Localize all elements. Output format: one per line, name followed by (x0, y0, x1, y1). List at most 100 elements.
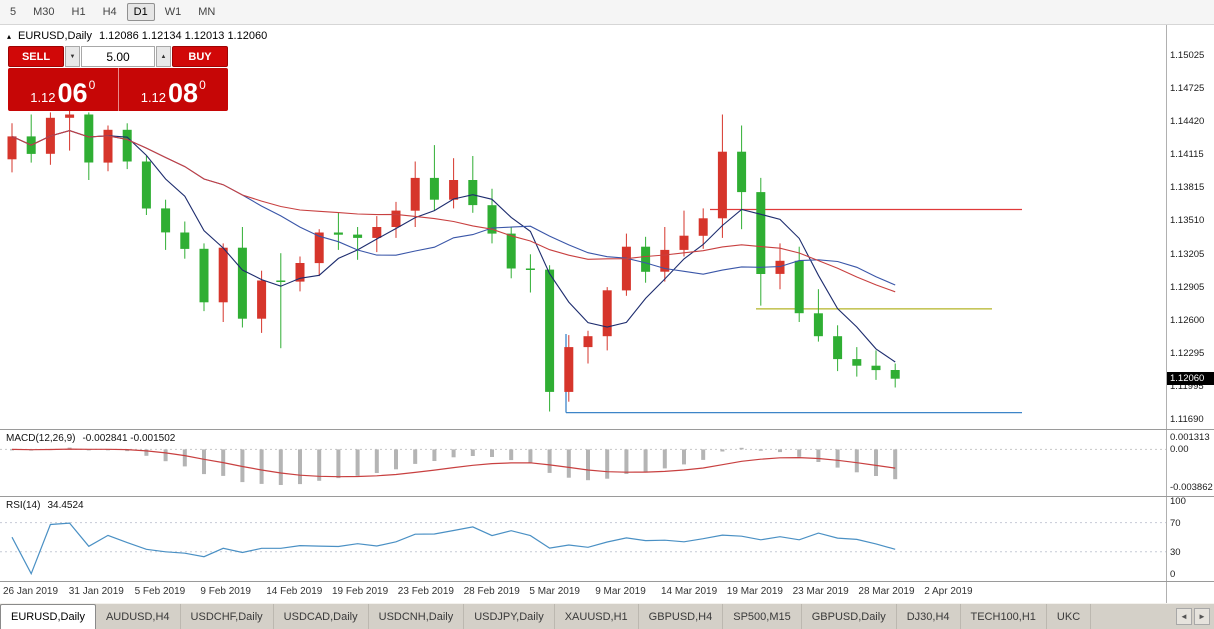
candle-body (295, 263, 305, 282)
tabs-scroll-right-button[interactable]: ► (1194, 608, 1210, 625)
timeframe-button-h4[interactable]: H4 (102, 6, 117, 18)
macd-histogram-bar (682, 449, 686, 465)
candle-body (698, 218, 708, 236)
chart-tabs-bar: EURUSD,Daily AUDUSD,H4 USDCHF,Daily USDCAD,… (0, 603, 1214, 629)
chart-tab-tech100-h1[interactable]: TECH100,H1 (961, 604, 1047, 629)
price-axis-label: 1.13815 (1170, 182, 1205, 194)
one-click-trade-panel: SELL ▼ 5.00 ▲ BUY 1.12 06 0 1.12 08 0 (8, 46, 228, 111)
price-axis: 1.12060 1.15025 1.14725 1.14420 1.14115 1.13… (1166, 25, 1214, 429)
macd-histogram-bar (125, 449, 130, 452)
macd-histogram-bar (528, 449, 533, 463)
macd-histogram-bar (739, 447, 744, 450)
candle-body (679, 235, 689, 250)
tabs-scroll-left-button[interactable]: ◄ (1176, 608, 1192, 625)
volume-decrease-button[interactable]: ▼ (65, 46, 80, 67)
macd-panel[interactable]: MACD(12,26,9) -0.002841 -0.001502 (0, 430, 1166, 496)
chart-tab-gbpusd-daily[interactable]: GBPUSD,Daily (802, 604, 897, 629)
volume-increase-button[interactable]: ▲ (156, 46, 171, 67)
timeframe-button-5[interactable]: 5 (10, 6, 17, 18)
buy-price-big: 08 (168, 78, 199, 109)
timeframe-button-h1[interactable]: H1 (71, 6, 86, 18)
price-axis-label: 1.14420 (1170, 116, 1205, 128)
candle-body (84, 114, 94, 163)
candle-body (7, 136, 17, 160)
moving-average-line (11, 130, 896, 363)
chart-ohlc-info: ▴ EURUSD,Daily 1.12086 1.12134 1.12013 1… (7, 30, 267, 42)
date-axis: 26 Jan 2019 31 Jan 2019 5 Feb 2019 9 Feb 20… (0, 582, 1166, 603)
chart-tab-usdchf-daily[interactable]: USDCHF,Daily (181, 604, 274, 629)
candle-body (333, 232, 343, 235)
sell-price-big: 06 (57, 78, 88, 109)
chart-tab-gbpusd-h4[interactable]: GBPUSD,H4 (639, 604, 724, 629)
moving-average-line (11, 130, 896, 293)
candlestick-chart[interactable] (0, 25, 1166, 429)
price-axis-label: 1.11690 (1170, 414, 1204, 426)
macd-axis-label: 0.001313 (1170, 431, 1210, 443)
candle-body (257, 280, 267, 319)
candle-body (871, 365, 881, 371)
candle-body (545, 269, 555, 392)
macd-histogram-bar (317, 449, 322, 481)
volume-input[interactable]: 5.00 (81, 46, 155, 67)
macd-axis-label: 0.00 (1170, 444, 1189, 456)
candle-body (717, 151, 727, 219)
candle-body (353, 234, 363, 238)
rsi-label: RSI(14) 34.4524 (6, 500, 84, 511)
macd-histogram-bar (413, 449, 418, 464)
chart-tab-xauusd-h1[interactable]: XAUUSD,H1 (555, 604, 639, 629)
candle-body (449, 180, 459, 200)
timeframe-button-d1[interactable]: D1 (126, 3, 155, 21)
candle-body (602, 290, 612, 337)
sell-button[interactable]: SELL (8, 46, 64, 67)
macd-histogram-bar (624, 449, 629, 474)
timeframe-button-mn[interactable]: MN (198, 6, 216, 18)
macd-axis: 0.001313 0.00 -0.003862 (1166, 430, 1214, 496)
timeframe-button-m30[interactable]: M30 (33, 6, 55, 18)
chart-tab-eurusd-daily[interactable]: EURUSD,Daily (0, 604, 96, 629)
chart-tab-dj30-h4[interactable]: DJ30,H4 (897, 604, 961, 629)
chart-tab-sp500-m15[interactable]: SP500,M15 (723, 604, 802, 629)
buy-button[interactable]: BUY (172, 46, 228, 67)
rsi-chart (0, 522, 1166, 576)
macd-histogram-bar (394, 449, 398, 470)
macd-histogram-bar (605, 449, 610, 479)
buy-price-sup: 0 (199, 78, 206, 92)
date-axis-label: 28 Mar 2019 (858, 586, 915, 597)
rsi-value: 34.4524 (47, 500, 84, 511)
macd-histogram-bar (586, 449, 590, 481)
candle-body (794, 260, 804, 314)
macd-histogram-bar (144, 449, 149, 456)
date-axis-label: 19 Feb 2019 (332, 586, 389, 597)
sell-price-tile[interactable]: 1.12 06 0 (8, 68, 118, 111)
macd-row: MACD(12,26,9) -0.002841 -0.001502 0.0013… (0, 430, 1214, 497)
rsi-axis-label: 70 (1170, 517, 1181, 529)
macd-histogram-bar (797, 449, 802, 457)
chart-tab-usdcnh-daily[interactable]: USDCNH,Daily (369, 604, 465, 629)
timeframe-button-w1[interactable]: W1 (164, 6, 182, 18)
buy-price-tile[interactable]: 1.12 08 0 (117, 68, 229, 111)
price-chart[interactable]: ▴ EURUSD,Daily 1.12086 1.12134 1.12013 1… (0, 25, 1166, 429)
sell-price-prefix: 1.12 (30, 90, 56, 105)
macd-chart (0, 447, 1166, 485)
date-axis-label: 14 Mar 2019 (661, 586, 718, 597)
chart-tab-usdcad-daily[interactable]: USDCAD,Daily (274, 604, 369, 629)
chart-tab-audusd-h4[interactable]: AUDUSD,H4 (96, 604, 181, 629)
macd-histogram-bar (778, 449, 782, 453)
rsi-row: RSI(14) 34.4524 100 70 30 0 (0, 497, 1214, 582)
candle-body (180, 232, 190, 249)
macd-histogram-bar (374, 449, 379, 473)
macd-histogram-bar (874, 449, 878, 476)
candle-body (122, 129, 132, 162)
collapse-trade-panel-icon[interactable]: ▴ (7, 31, 12, 41)
candle-body (564, 347, 574, 392)
chart-tab-usdjpy-daily[interactable]: USDJPY,Daily (464, 604, 555, 629)
candle-body (583, 336, 593, 348)
rsi-panel[interactable]: RSI(14) 34.4524 (0, 497, 1166, 581)
sell-price-sup: 0 (88, 78, 96, 92)
price-axis-label: 1.11995 (1170, 380, 1204, 392)
date-axis-label: 5 Mar 2019 (529, 586, 580, 597)
chart-tab-ukc[interactable]: UKC (1047, 604, 1092, 629)
macd-histogram-bar (298, 449, 302, 485)
price-axis-label: 1.12600 (1170, 314, 1205, 326)
date-axis-label: 9 Mar 2019 (595, 586, 646, 597)
